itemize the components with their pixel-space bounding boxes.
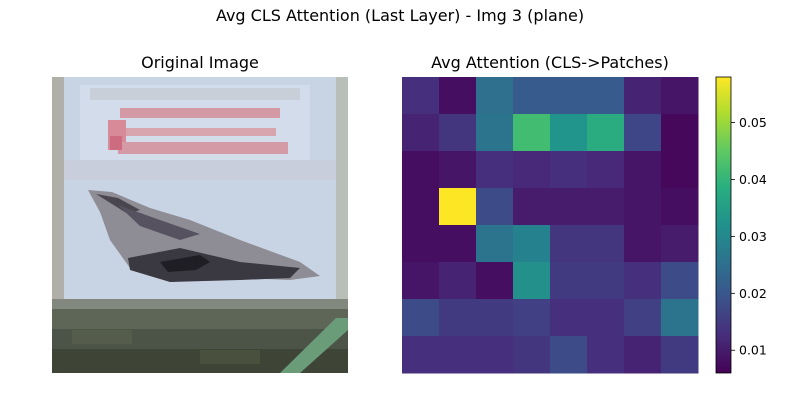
colorbar-tick-label: 0.02 [739,286,767,301]
heatmap-cell [513,77,551,115]
heatmap-cell [513,336,551,374]
heatmap-cell [624,262,662,300]
heatmap-cell [550,114,588,152]
heatmap-cell [476,336,514,374]
colorbar-gradient [716,77,731,373]
heatmap-cell [587,225,625,263]
heatmap-cell [661,225,699,263]
colorbar-tick-label: 0.01 [739,343,767,358]
heatmap-cell [402,225,440,263]
heatmap-cell [624,151,662,189]
heatmap-cell [550,262,588,300]
heatmap-cell [661,151,699,189]
heatmap-cell [476,262,514,300]
heatmap-cell [439,77,477,115]
heatmap-cell [513,114,551,152]
heatmap-cell [624,77,662,115]
heatmap-cell [439,151,477,189]
heatmap-cell [587,188,625,226]
heatmap-cell [513,262,551,300]
original-image [52,77,348,373]
heatmap-cell [402,262,440,300]
heatmap-cell [661,262,699,300]
heatmap-cell [402,114,440,152]
figure-title: Avg CLS Attention (Last Layer) - Img 3 (… [215,6,585,25]
heatmap-cell [439,188,477,226]
colorbar-tick-label: 0.05 [739,115,767,130]
colorbar: 0.01 0.02 0.03 0.04 0.05 [715,76,767,374]
heatmap-cell [587,336,625,374]
heatmap-cell [439,225,477,263]
heatmap-cell [550,299,588,337]
attention-heatmap [402,77,699,374]
heatmap-cell [587,114,625,152]
colorbar-tick-label: 0.03 [739,229,767,244]
heatmap-cell [402,151,440,189]
heatmap-cell [439,336,477,374]
heatmap-cell [587,77,625,115]
heatmap-cell [476,225,514,263]
heatmap-cell [402,299,440,337]
heatmap-panel-title: Avg Attention (CLS->Patches) [431,53,669,72]
heatmap-cell [550,151,588,189]
heatmap-cell [513,225,551,263]
heatmap-cell [476,77,514,115]
heatmap-cell [513,188,551,226]
heatmap-cell [476,114,514,152]
image-panel-title: Original Image [141,53,259,72]
heatmap-cell [402,188,440,226]
heatmap-cell [476,299,514,337]
heatmap-cell [439,262,477,300]
heatmap-cell [624,225,662,263]
heatmap-cell [402,336,440,374]
heatmap-cell [513,299,551,337]
heatmap-cell [439,299,477,337]
heatmap-cell [587,151,625,189]
heatmap-cell [476,188,514,226]
heatmap-cell [624,188,662,226]
heatmap-cell [624,299,662,337]
heatmap-cell [661,77,699,115]
heatmap-cell [550,77,588,115]
heatmap-cell [550,336,588,374]
heatmap-cell [624,336,662,374]
heatmap-cell [624,114,662,152]
heatmap-cell [476,151,514,189]
colorbar-tick-label: 0.04 [739,172,767,187]
heatmap-cell [587,262,625,300]
heatmap-cell [439,114,477,152]
heatmap-cell [661,114,699,152]
heatmap-cell [550,188,588,226]
heatmap-cell [402,77,440,115]
heatmap-cell [661,188,699,226]
heatmap-cell [587,299,625,337]
colorbar-frame [715,76,732,374]
heatmap-cell [513,151,551,189]
heatmap-cell [550,225,588,263]
heatmap-cell [661,336,699,374]
heatmap-cell [661,299,699,337]
